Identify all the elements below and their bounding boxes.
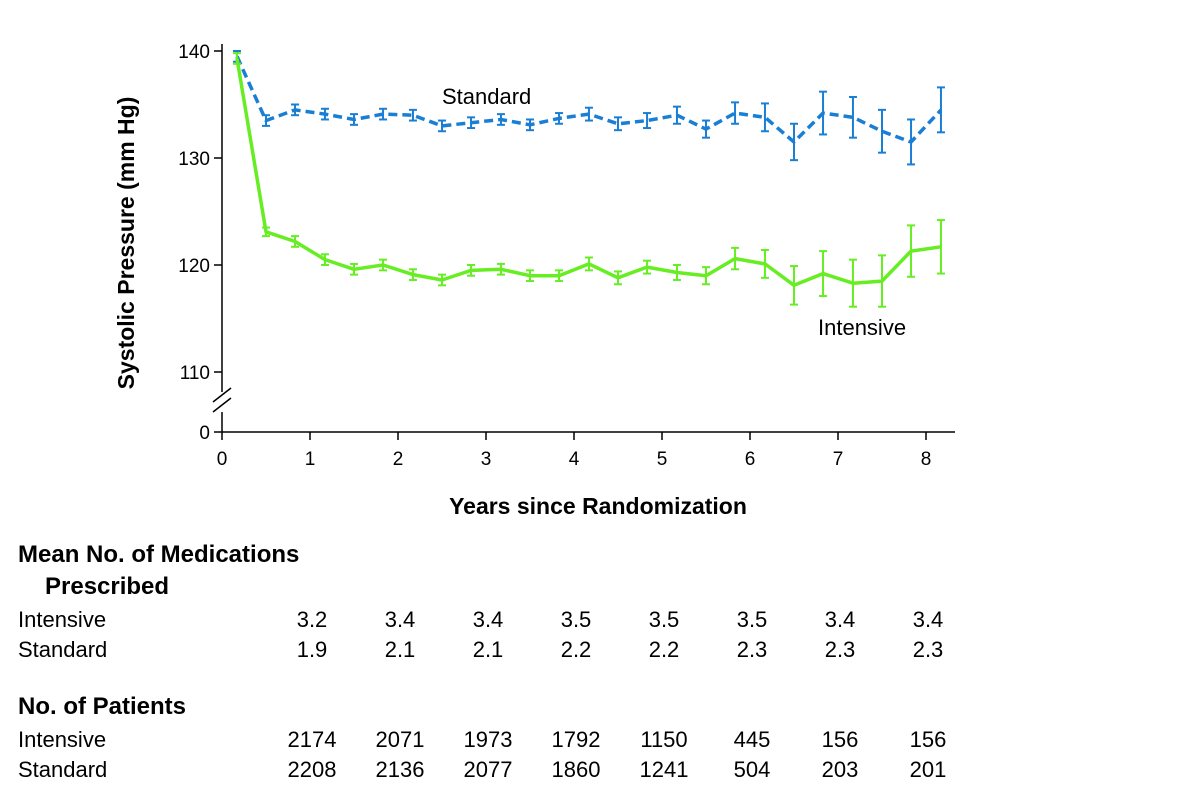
axis-break-mark bbox=[212, 387, 232, 403]
y-zero-label: 0 bbox=[199, 423, 210, 444]
standard-error-bar bbox=[408, 108, 417, 122]
x-tick-label: 2 bbox=[393, 449, 404, 470]
medications-cell: 1.9 bbox=[296, 637, 328, 662]
patients-heading: No. of Patients bbox=[18, 693, 187, 720]
x-tick-label: 6 bbox=[745, 449, 756, 470]
intensive-series-line bbox=[235, 58, 942, 288]
medications-cell: 2.3 bbox=[736, 637, 768, 662]
medications-heading-line1: Mean No. of Medications bbox=[18, 541, 300, 568]
medications-cell: 3.5 bbox=[736, 607, 768, 632]
patients-cell: 1150 bbox=[640, 727, 688, 752]
patients-cell: 156 bbox=[821, 727, 859, 752]
medications-heading-line2: Prescribed bbox=[45, 573, 170, 600]
standard-error-bar bbox=[878, 108, 886, 154]
medications-cell: 3.4 bbox=[912, 607, 944, 632]
y-axis-title: Systolic Pressure (mm Hg) bbox=[113, 97, 139, 390]
medications-cell: 3.4 bbox=[384, 607, 416, 632]
medications-cell: 3.2 bbox=[296, 607, 328, 632]
patients-cell: 201 bbox=[909, 757, 947, 782]
systolic-pressure-chart: 110 120 130 140 00 1 2 3 4 5 6 7 8 Years since Random… bbox=[113, 42, 955, 519]
standard-series-line bbox=[235, 55, 943, 144]
medications-cell: 2.1 bbox=[384, 637, 416, 662]
standard-series-label: Standard bbox=[442, 84, 531, 109]
patients-cell: 156 bbox=[909, 727, 947, 752]
medications-cell: 3.5 bbox=[560, 607, 592, 632]
y-tick-label: 110 bbox=[180, 363, 210, 384]
medications-row-label: Intensive bbox=[18, 607, 107, 632]
patients-cell: 1792 bbox=[551, 727, 601, 752]
x-axis-title: Years since Randomization bbox=[449, 493, 747, 519]
medications-cell: 2.3 bbox=[824, 637, 856, 662]
medications-table: Mean No. of Medications Prescribed Inten… bbox=[0, 540, 1000, 670]
patients-row-label: Standard bbox=[18, 757, 108, 782]
standard-error-bar bbox=[760, 102, 769, 133]
patients-cell: 1241 bbox=[639, 757, 689, 782]
x-tick-label: 7 bbox=[833, 449, 844, 470]
y-tick-label: 140 bbox=[178, 42, 210, 63]
patients-cell: 2208 bbox=[287, 757, 337, 782]
patients-cell: 2136 bbox=[375, 757, 425, 782]
standard-error-bar bbox=[643, 112, 652, 130]
medications-cell: 3.5 bbox=[648, 607, 680, 632]
x-tick-label: 3 bbox=[481, 449, 492, 470]
patients-cell: 203 bbox=[821, 757, 859, 782]
patients-cell: 2174 bbox=[287, 727, 337, 752]
x-tick-label: 0 bbox=[217, 449, 228, 470]
standard-error-bar bbox=[731, 101, 740, 125]
axis-break-mark bbox=[212, 397, 232, 413]
patients-cell: 1973 bbox=[463, 727, 513, 752]
standard-error-bar bbox=[848, 96, 857, 139]
x-tick-label: 4 bbox=[569, 449, 580, 470]
y-tick-label: 130 bbox=[178, 149, 210, 170]
medications-cell: 2.1 bbox=[472, 637, 504, 662]
medications-cell: 2.2 bbox=[560, 637, 592, 662]
intensive-series-label: Intensive bbox=[818, 315, 906, 340]
patients-cell: 2071 bbox=[375, 727, 425, 752]
medications-cell: 2.3 bbox=[912, 637, 944, 662]
patients-cell: 1860 bbox=[551, 757, 601, 782]
medications-cell: 3.4 bbox=[824, 607, 856, 632]
patients-table: No. of Patients Intensive 2174 2071 1973 179… bbox=[0, 692, 1000, 792]
medications-cell: 2.2 bbox=[648, 637, 680, 662]
x-tick-label: 8 bbox=[921, 449, 932, 470]
x-tick-label: 5 bbox=[657, 449, 668, 470]
standard-error-bar bbox=[614, 116, 622, 132]
standard-error-bar bbox=[438, 119, 446, 133]
patients-cell: 504 bbox=[733, 757, 771, 782]
y-tick-label: 120 bbox=[178, 256, 210, 277]
standard-error-bar bbox=[936, 86, 945, 134]
patients-cell: 445 bbox=[733, 727, 771, 752]
medications-cell: 3.4 bbox=[472, 607, 504, 632]
medications-row-label: Standard bbox=[18, 637, 108, 662]
patients-cell: 2077 bbox=[463, 757, 513, 782]
x-tick-label: 1 bbox=[305, 449, 316, 470]
patients-row-label: Intensive bbox=[18, 727, 107, 752]
